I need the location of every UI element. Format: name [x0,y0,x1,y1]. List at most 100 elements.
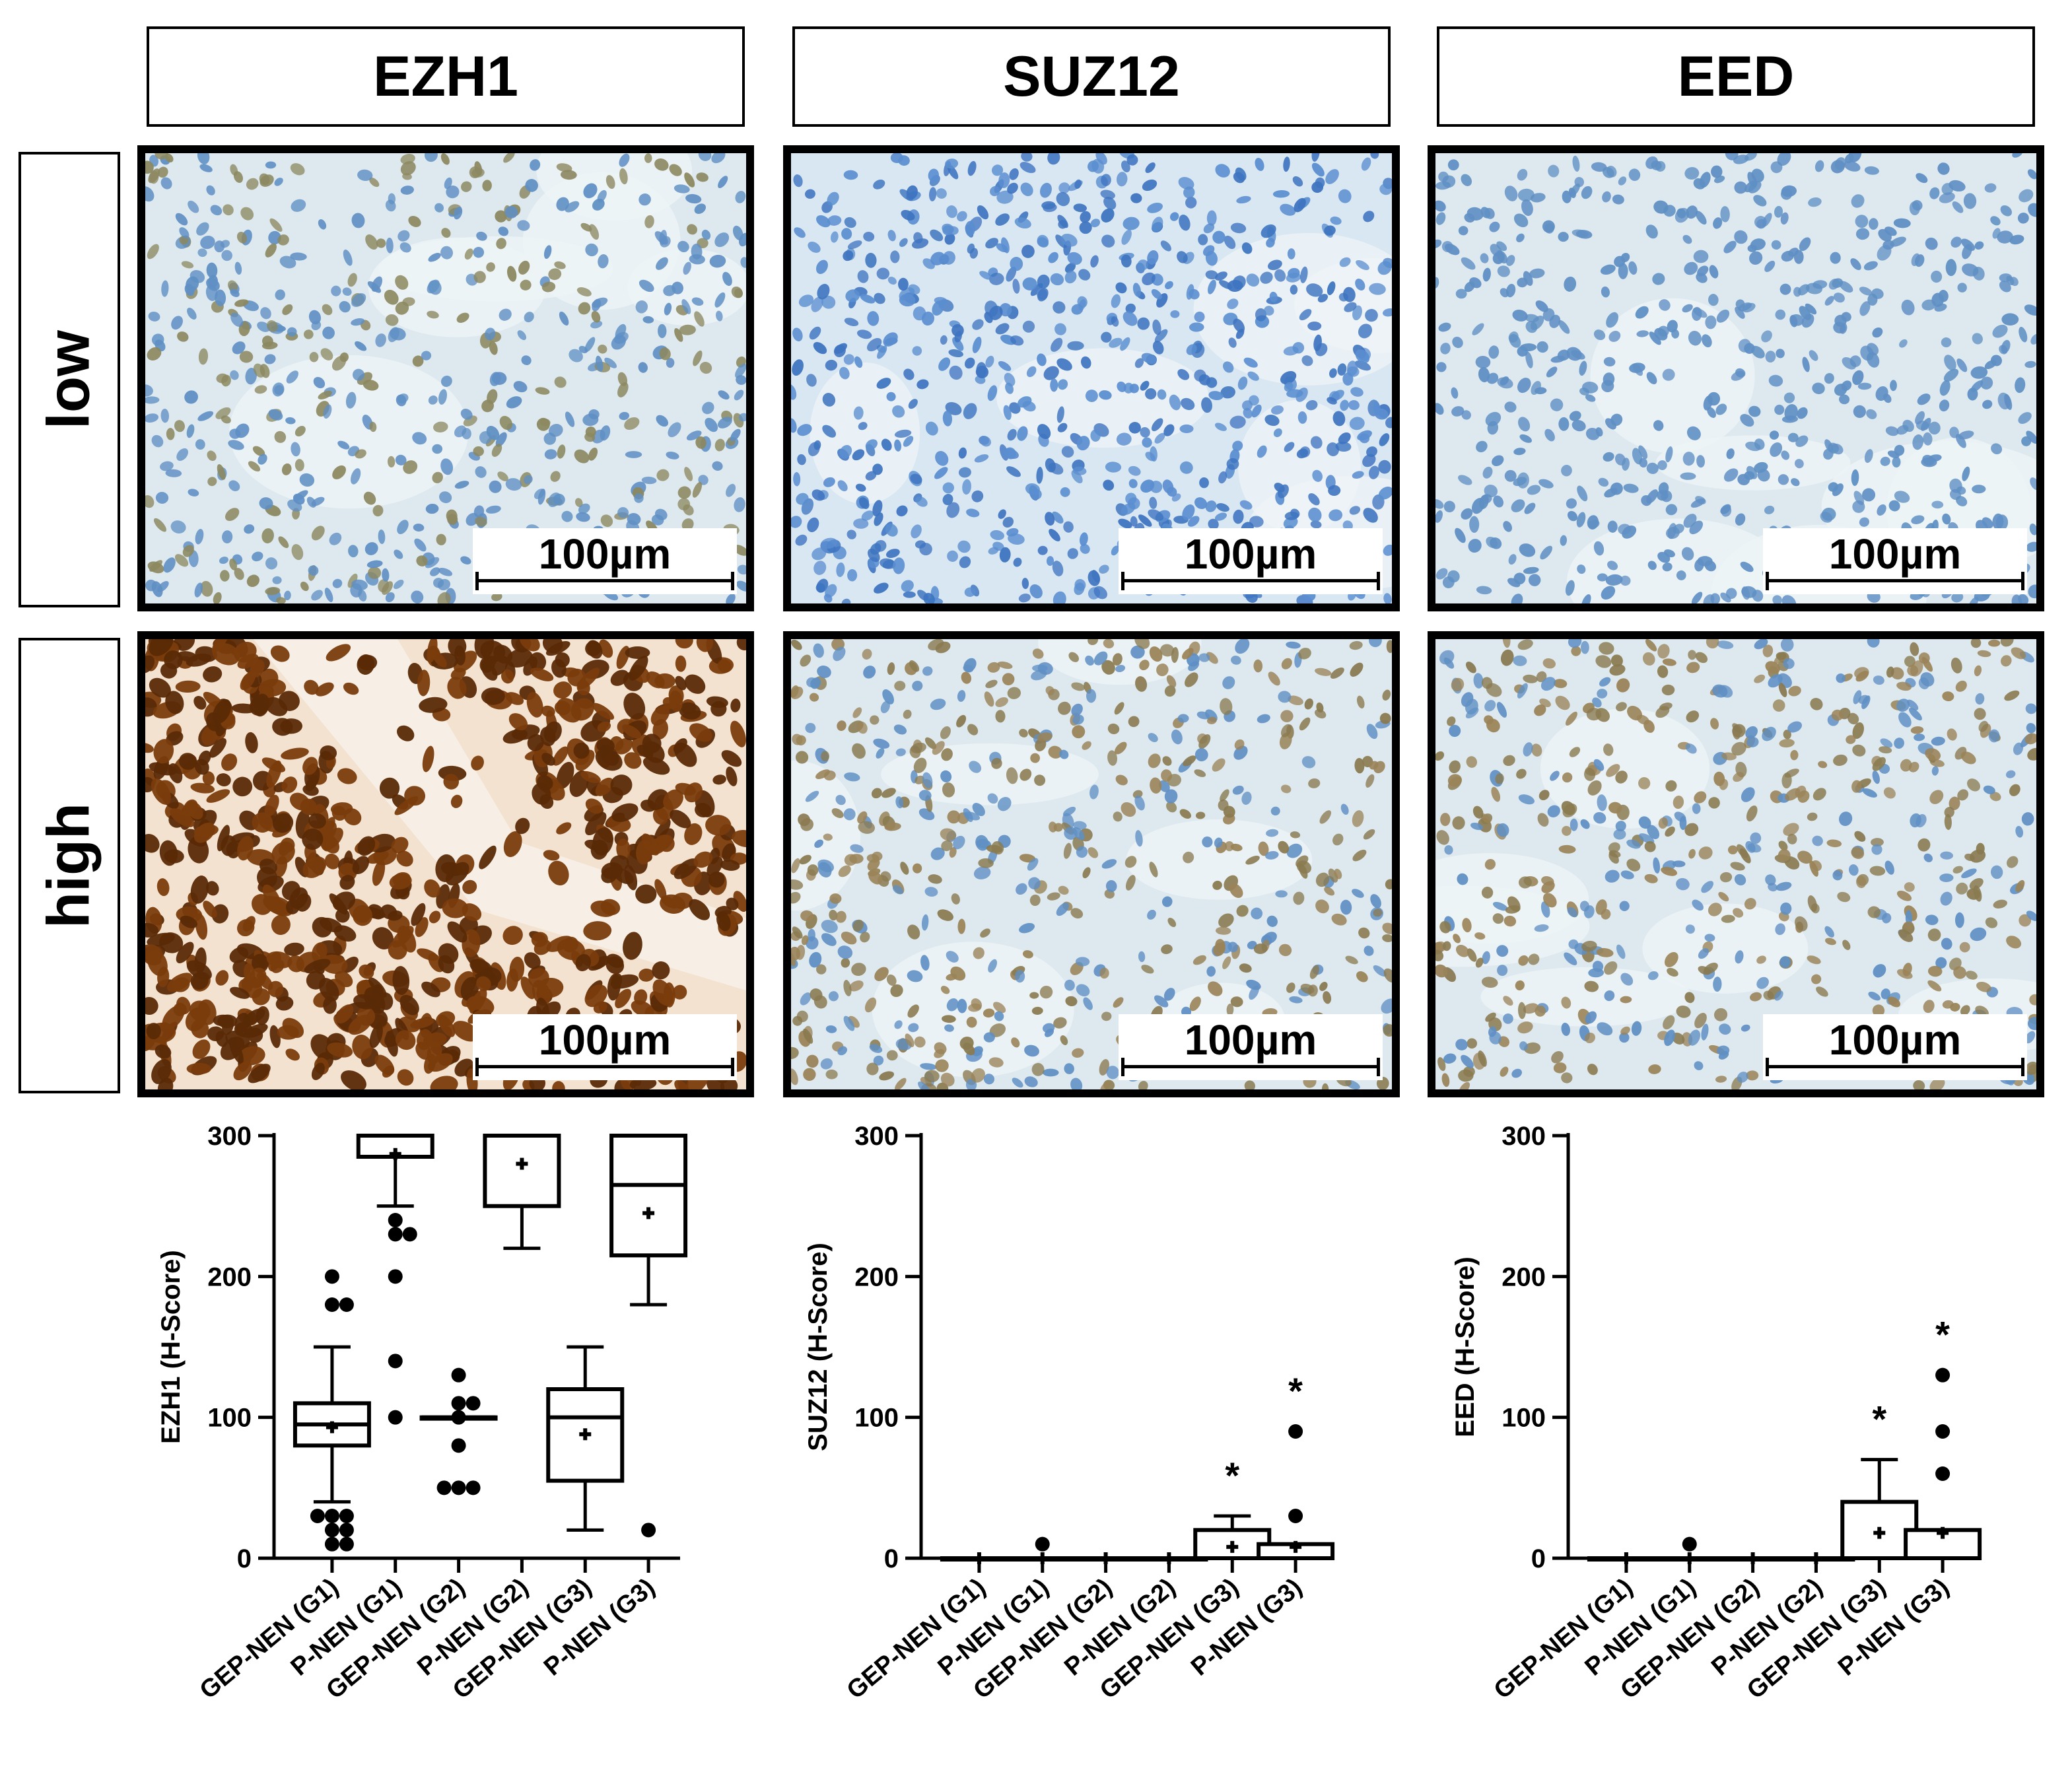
column-header-eed: EED [1437,26,2035,127]
outlier-point [1935,1424,1951,1439]
outlier-point [451,1367,466,1383]
outlier-point [451,1438,466,1453]
box-2 [356,1134,434,1425]
micrograph-eed-low: 100µm [1428,145,2044,611]
outlier-point [451,1410,466,1425]
y-axis-label: EZH1 (H-Score) [156,1250,186,1443]
box-6 [609,1134,688,1538]
chart-ezh1: 0 100 200 300 EZH1 (H-Score) GEP-NEN (G1) P-NE… [132,1109,740,1783]
column-header-ezh1: EZH1 [147,26,745,127]
significance-asterisk: * [1225,1455,1239,1496]
scale-bar: 100µm [1763,528,2027,594]
box-3 [419,1367,498,1495]
outlier-point [1682,1536,1697,1552]
mean-marker [642,1207,655,1219]
y-tick-label: 300 [854,1122,899,1151]
mean-marker [1937,1527,1949,1539]
outlier-point [1035,1536,1050,1552]
y-tick-label: 200 [207,1262,252,1291]
scale-bar: 100µm [473,1014,737,1080]
y-axis-label: EED (H-Score) [1451,1256,1480,1437]
significance-asterisk: * [1288,1370,1303,1412]
scale-bar-label: 100µm [538,530,672,578]
row-label-low: low [18,152,120,607]
tissue-image [145,639,746,1089]
mean-marker [516,1157,528,1170]
outlier-point [388,1269,403,1284]
outlier-point [324,1536,339,1552]
box-6 [1904,1367,1982,1560]
scale-bar: 100µm [1119,1014,1383,1080]
outlier-point [1288,1509,1303,1523]
micrograph-suz12-high: 100µm [783,631,1400,1097]
mean-marker [1810,1552,1822,1564]
y-tick-label: 0 [237,1544,252,1573]
micrograph-eed-high: 100µm [1428,631,2044,1097]
box-iqr [609,1134,688,1258]
outlier-point [339,1509,354,1523]
outlier-point [388,1227,403,1242]
scale-bar: 100µm [1119,528,1383,594]
micrograph-suz12-low: 100µm [783,145,1400,611]
mean-marker [1746,1552,1759,1564]
mean-marker [1036,1552,1049,1564]
y-tick-label: 0 [1531,1544,1546,1573]
chart-suz12: 0 100 200 300 SUZ12 (H-Score) GEP-NEN (G1) P-N… [779,1109,1387,1783]
y-tick-label: 200 [854,1262,899,1291]
box-4 [483,1134,561,1251]
scale-bar-label: 100µm [538,1016,672,1064]
mean-marker [1099,1552,1112,1564]
box-6 [1257,1424,1335,1561]
outlier-point [324,1297,339,1312]
outlier-point [1935,1466,1951,1481]
box-iqr [483,1134,561,1208]
y-tick-label: 300 [207,1122,252,1151]
box-1 [293,1269,371,1552]
y-tick-label: 100 [207,1404,252,1433]
tissue-image [1435,153,2036,603]
mean-marker [326,1421,338,1433]
scale-bar-label: 100µm [1184,530,1317,578]
mean-marker [973,1552,985,1564]
significance-asterisk: * [1935,1314,1950,1356]
mean-marker [1163,1552,1175,1564]
outlier-point [388,1354,403,1369]
outlier-point [466,1480,481,1495]
row-label-high: high [18,638,120,1093]
mean-marker [579,1428,592,1441]
y-tick-label: 100 [1502,1404,1546,1433]
micrograph-ezh1-low: 100µm [137,145,754,611]
row-label-high-text: high [36,803,102,928]
outlier-point [339,1297,354,1312]
outlier-point [310,1509,325,1523]
box-2 [1650,1536,1729,1564]
tissue-image [145,153,746,603]
scale-bar: 100µm [473,528,737,594]
mean-marker [1290,1540,1302,1553]
scale-bar: 100µm [1763,1014,2027,1080]
outlier-point [339,1523,354,1538]
outlier-point [388,1410,403,1425]
outlier-point [1288,1424,1303,1439]
outlier-point [436,1480,452,1495]
mean-marker [389,1148,401,1160]
outlier-point [1935,1367,1951,1383]
outlier-point [641,1523,656,1538]
mean-marker [1226,1540,1239,1553]
outlier-point [466,1396,481,1411]
row-label-low-text: low [36,330,102,429]
outlier-point [451,1480,466,1495]
outlier-point [324,1509,339,1523]
y-tick-label: 0 [884,1544,899,1573]
significance-asterisk: * [1872,1398,1886,1440]
y-tick-label: 100 [854,1404,899,1433]
box-5 [546,1345,625,1532]
tissue-image [1435,639,2036,1089]
outlier-point [451,1396,466,1411]
y-tick-label: 300 [1502,1122,1546,1151]
chart-eed: 0 100 200 300 EED (H-Score) GEP-NEN (G1) P-NEN… [1426,1109,2034,1783]
y-axis-label: SUZ12 (H-Score) [804,1243,833,1451]
